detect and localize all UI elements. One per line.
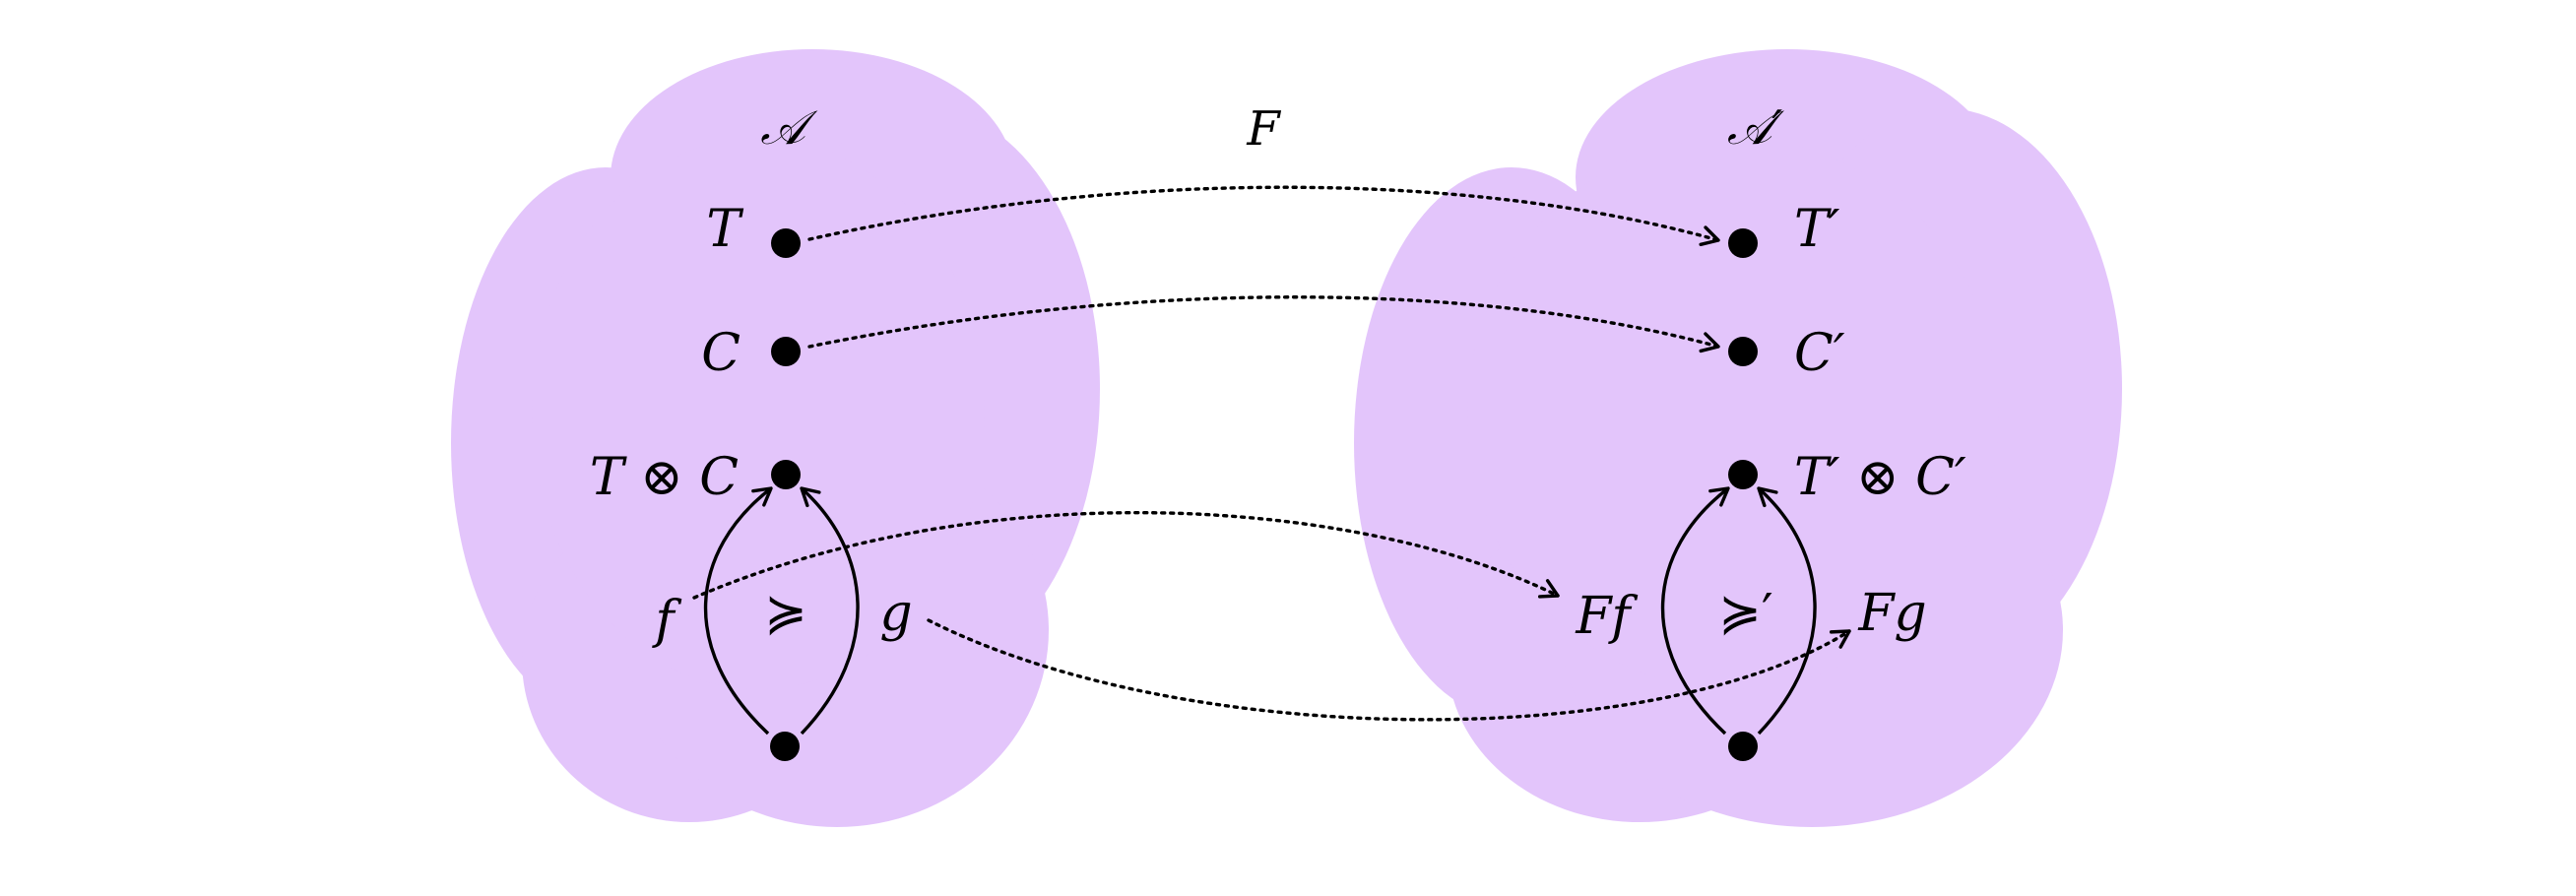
relation-prime-label: ≽′ <box>1718 584 1772 643</box>
object-t-node <box>771 228 801 258</box>
object-t-prime-label: T′ <box>1794 200 1840 259</box>
object-t-prime-node <box>1728 228 1758 258</box>
morphism-g-arrow <box>800 486 860 736</box>
object-unit-prime-node <box>1728 732 1758 761</box>
functor-label: F <box>1246 101 1281 157</box>
category-a-prime-label: 𝒜′ <box>1727 100 1785 156</box>
morphism-ff-arrow <box>1660 486 1730 736</box>
morphism-ff-label: Ff <box>1575 587 1638 646</box>
object-unit-node <box>770 732 800 761</box>
morphism-fg-label: Fg <box>1857 584 1926 643</box>
object-c-prime-label: C′ <box>1794 324 1845 383</box>
object-t-prime-tensor-c-prime-label: T′ ⊗ C′ <box>1794 448 1966 507</box>
category-a-prime-blob <box>1354 49 2122 827</box>
morphism-f-arrow <box>703 486 773 736</box>
object-c-label: C <box>701 324 741 383</box>
object-t-tensor-c-node <box>771 460 801 489</box>
category-a-blob <box>451 49 1100 827</box>
functor-map-g-arrow <box>927 618 1851 722</box>
functor-map-t-arrow <box>807 185 1720 247</box>
morphism-g-label: g <box>879 584 912 643</box>
object-c-prime-node <box>1728 337 1758 366</box>
functor-map-f-arrow <box>692 510 1560 600</box>
morphism-fg-arrow <box>1757 486 1817 736</box>
object-t-label: T <box>706 200 743 259</box>
object-t-tensor-c-label: T ⊗ C <box>590 448 739 507</box>
functor-map-c-arrow <box>807 295 1720 353</box>
object-t-prime-tensor-c-prime-node <box>1728 460 1758 489</box>
object-c-node <box>771 337 801 366</box>
relation-label: ≽ <box>764 584 807 643</box>
